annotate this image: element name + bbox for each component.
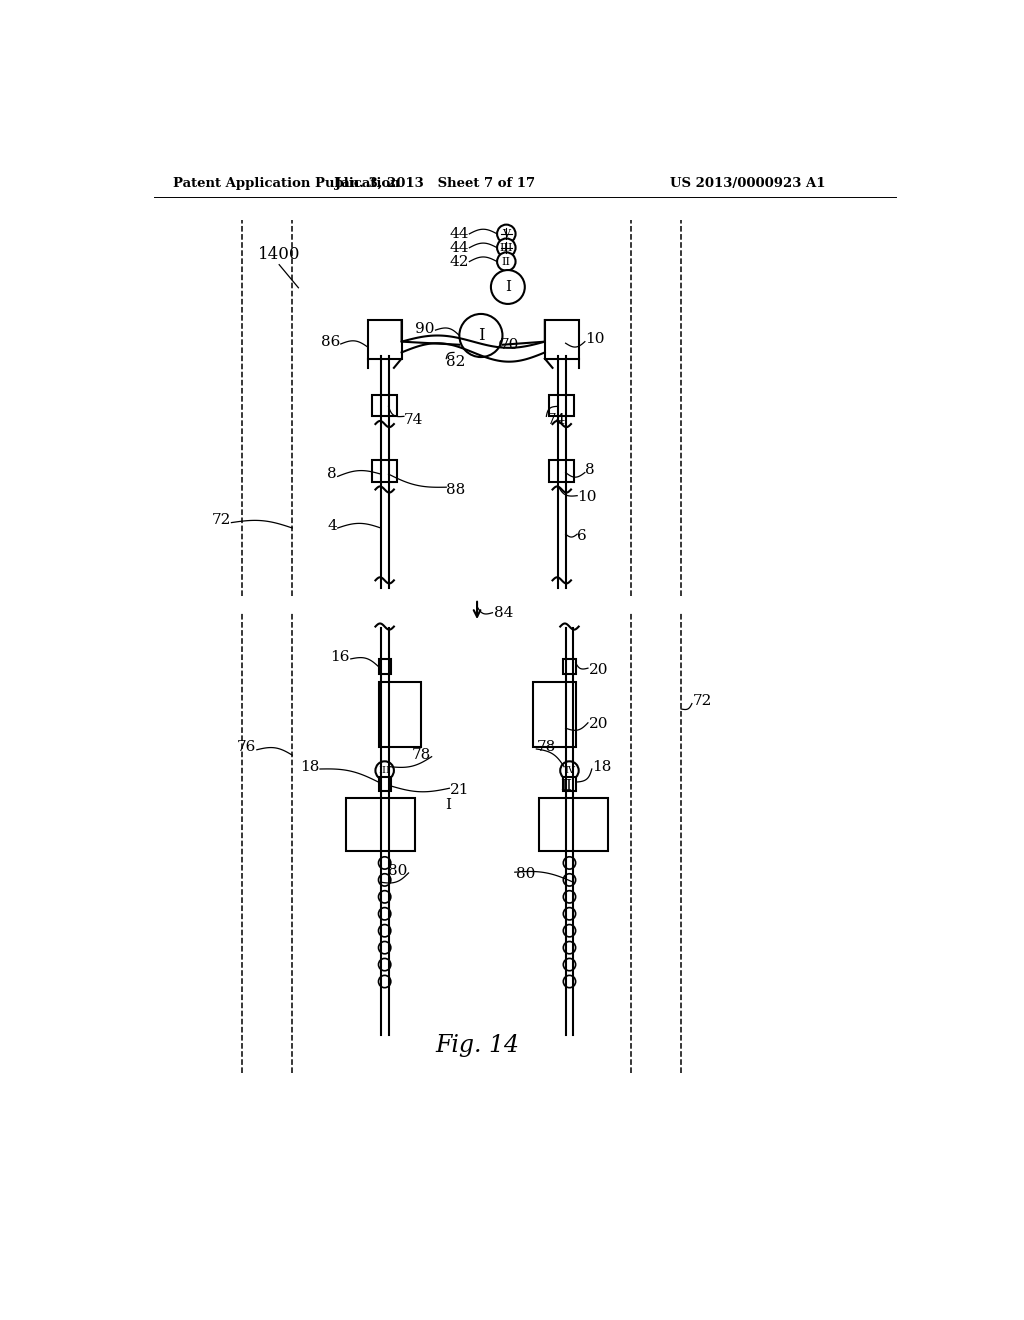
Circle shape — [497, 224, 515, 243]
Bar — [346, 797, 416, 851]
Text: Patent Application Publication: Patent Application Publication — [173, 177, 399, 190]
Bar — [563, 777, 575, 792]
Circle shape — [490, 271, 525, 304]
Text: 18: 18 — [593, 760, 612, 774]
Bar — [373, 461, 397, 482]
Text: 42: 42 — [450, 255, 469, 268]
Text: 76: 76 — [237, 741, 256, 755]
Text: Jan. 3, 2013   Sheet 7 of 17: Jan. 3, 2013 Sheet 7 of 17 — [335, 177, 535, 190]
Text: 78: 78 — [538, 741, 556, 755]
Circle shape — [379, 874, 391, 886]
Circle shape — [563, 924, 575, 937]
Circle shape — [563, 908, 575, 920]
Text: 72: 72 — [692, 694, 712, 709]
Text: 10: 10 — [578, 490, 597, 504]
Circle shape — [379, 975, 391, 987]
Text: 74: 74 — [547, 413, 565, 428]
Text: III: III — [500, 243, 513, 252]
Circle shape — [376, 762, 394, 780]
Bar — [534, 682, 575, 747]
Text: 16: 16 — [331, 651, 350, 664]
Circle shape — [563, 975, 575, 987]
Circle shape — [379, 857, 391, 869]
Circle shape — [563, 941, 575, 954]
Text: 20: 20 — [589, 717, 608, 731]
Circle shape — [563, 874, 575, 886]
Text: 44: 44 — [450, 227, 469, 240]
Circle shape — [379, 891, 391, 903]
Text: 90: 90 — [415, 322, 435, 337]
Text: IV: IV — [564, 766, 574, 775]
Text: II: II — [502, 256, 511, 267]
Bar — [539, 797, 608, 851]
Bar — [545, 321, 579, 359]
Text: 8: 8 — [585, 463, 595, 478]
Text: 70: 70 — [500, 338, 519, 351]
Text: 44: 44 — [450, 240, 469, 255]
Text: Fig. 14: Fig. 14 — [435, 1034, 519, 1057]
Text: 8: 8 — [328, 467, 337, 480]
Text: I: I — [477, 327, 484, 345]
Circle shape — [379, 941, 391, 954]
Text: I: I — [445, 799, 452, 812]
Text: 6: 6 — [578, 529, 587, 543]
Text: II: II — [560, 779, 572, 793]
Text: 1400: 1400 — [258, 246, 300, 263]
Bar — [550, 395, 574, 416]
Text: 84: 84 — [494, 606, 513, 619]
Text: 18: 18 — [300, 760, 319, 774]
Text: 20: 20 — [589, 664, 608, 677]
Text: 86: 86 — [321, 335, 340, 348]
Circle shape — [563, 857, 575, 869]
Text: 80: 80 — [515, 867, 535, 882]
Bar — [373, 395, 397, 416]
Circle shape — [379, 908, 391, 920]
Text: 78: 78 — [412, 748, 431, 762]
Text: I: I — [505, 280, 511, 294]
Text: 21: 21 — [451, 783, 470, 797]
Circle shape — [379, 958, 391, 970]
Text: 88: 88 — [446, 483, 466, 496]
Bar — [563, 659, 575, 675]
Bar — [368, 321, 401, 359]
Text: 80: 80 — [388, 863, 408, 878]
Text: 4: 4 — [328, 519, 337, 533]
Circle shape — [563, 891, 575, 903]
Text: US 2013/0000923 A1: US 2013/0000923 A1 — [670, 177, 825, 190]
Bar — [379, 777, 391, 792]
Text: 72: 72 — [211, 513, 230, 527]
Circle shape — [497, 252, 515, 271]
Text: V: V — [503, 228, 510, 239]
Bar — [550, 461, 574, 482]
Text: 10: 10 — [585, 333, 604, 346]
Circle shape — [460, 314, 503, 356]
Text: 74: 74 — [403, 413, 423, 428]
Circle shape — [379, 924, 391, 937]
Text: 82: 82 — [446, 355, 466, 370]
Circle shape — [497, 239, 515, 257]
Bar — [379, 682, 421, 747]
Bar — [379, 659, 391, 675]
Text: III: III — [379, 766, 391, 775]
Circle shape — [563, 958, 575, 970]
Circle shape — [560, 762, 579, 780]
